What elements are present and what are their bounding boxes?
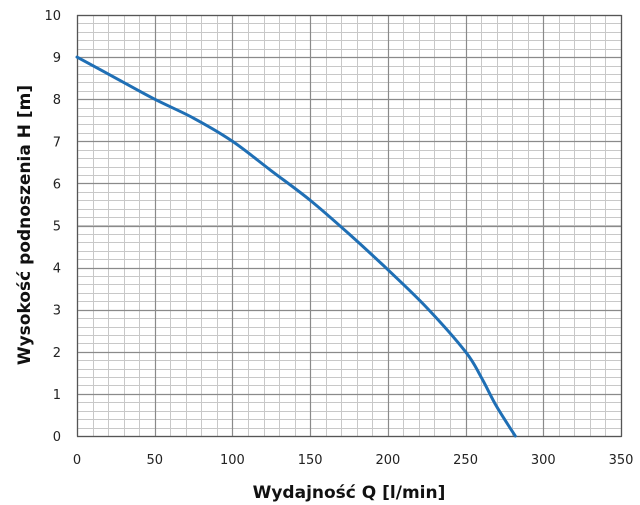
y-tick-label: 0 [53,430,61,445]
y-axis-label: Wysokość podnoszenia H [m] [15,85,35,365]
x-tick-label: 300 [531,453,556,468]
y-tick-labels: 0 1 2 3 4 5 6 7 8 9 10 [44,9,61,445]
x-tick-label: 150 [298,453,323,468]
series-layer [75,55,517,438]
x-tick-labels: 0 50 100 150 200 250 300 350 [73,453,634,468]
y-tick-label: 2 [53,346,61,361]
y-tick-label: 1 [53,388,61,403]
y-tick-label: 4 [53,262,61,277]
major-grid [76,14,623,438]
x-axis-label: Wydajność Q [l/min] [253,483,446,503]
y-tick-label: 10 [44,9,61,24]
x-tick-label: 350 [609,453,634,468]
y-tick-label: 6 [53,177,61,192]
y-tick-label: 8 [53,93,61,108]
series-line [75,55,517,438]
y-tick-label: 3 [53,304,61,319]
plot-frame [76,14,623,438]
y-tick-label: 9 [53,51,61,66]
x-tick-label: 250 [453,453,478,468]
y-tick-label: 5 [53,220,61,235]
x-tick-label: 50 [146,453,163,468]
x-tick-label: 200 [375,453,400,468]
x-tick-label: 100 [220,453,245,468]
y-tick-label: 7 [53,135,61,150]
x-tick-label: 0 [73,453,81,468]
